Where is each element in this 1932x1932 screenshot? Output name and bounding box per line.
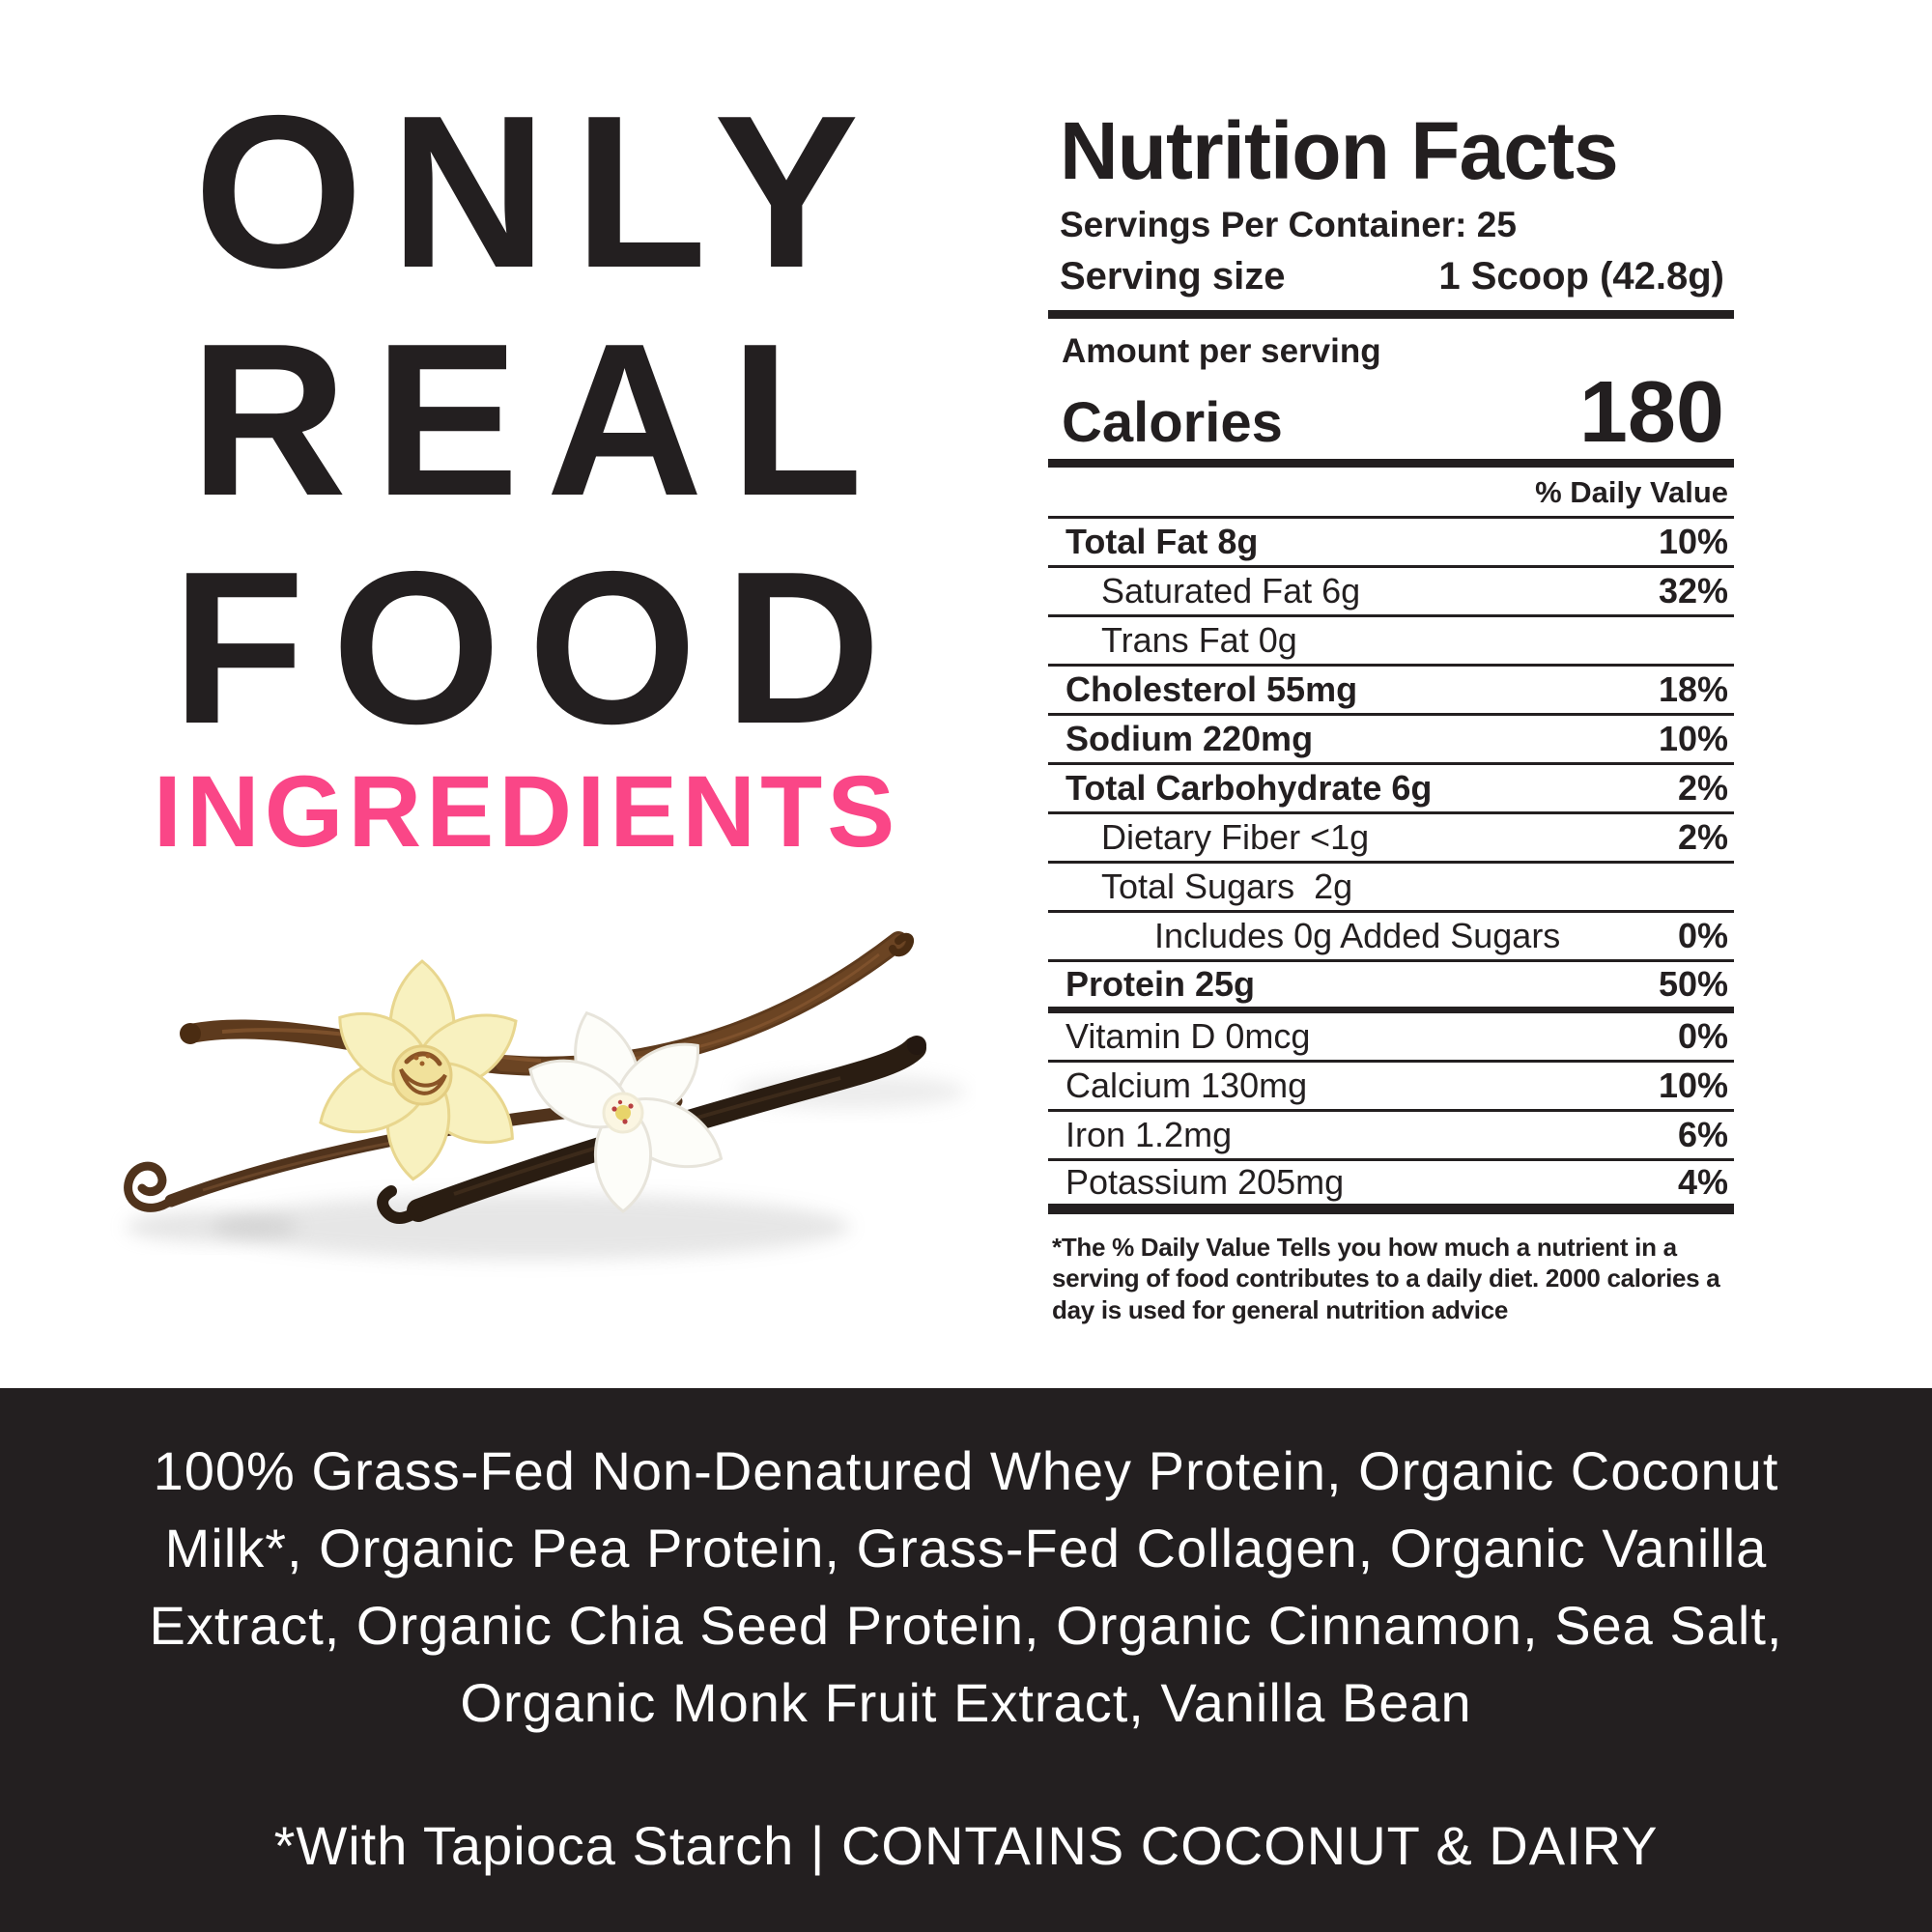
nutrient-label: Cholesterol 55mg	[1065, 668, 1358, 709]
nutrient-row-sodium: Sodium 220mg 10%	[1048, 716, 1734, 765]
nutrient-daily-value: 0%	[1677, 915, 1728, 955]
headline-line-food: FOOD	[172, 526, 908, 769]
headline-line-only: ONLY	[193, 70, 887, 313]
nutrient-daily-value: 10%	[1658, 1065, 1728, 1105]
nutrient-label: Trans Fat 0g	[1101, 619, 1297, 660]
nutrient-row-saturated-fat: Saturated Fat 6g 32%	[1048, 568, 1734, 617]
headline-ingredients: INGREDIENTS	[153, 755, 900, 868]
nutrient-row-protein: Protein 25g 50%	[1048, 962, 1734, 1013]
nutrient-row-iron: Iron 1.2mg 6%	[1048, 1112, 1734, 1161]
nutrient-row-potassium: Potassium 205mg 4%	[1048, 1161, 1734, 1214]
ingredients-line: Organic Monk Fruit Extract, Vanilla Bean	[460, 1672, 1472, 1733]
allergen-statement: *With Tapioca Starch | CONTAINS COCONUT …	[273, 1815, 1659, 1876]
shadow	[126, 1211, 299, 1242]
nutrient-row-total-fat: Total Fat 8g 10%	[1048, 519, 1734, 568]
nutrient-daily-value: 32%	[1658, 570, 1728, 611]
daily-value-footnote: *The % Daily Value Tells you how much a …	[1052, 1232, 1720, 1324]
nutrient-row-dietary-fiber: Dietary Fiber <1g 2%	[1048, 814, 1734, 864]
nutrient-daily-value: 4%	[1677, 1161, 1728, 1202]
daily-value-header: % Daily Value	[1048, 468, 1734, 519]
headline-line-real: REAL	[189, 298, 891, 541]
thick-rule	[1048, 458, 1734, 468]
nutrient-label: Total Carbohydrate 6g	[1065, 767, 1433, 808]
nutrient-row-cholesterol: Cholesterol 55mg 18%	[1048, 667, 1734, 716]
vanilla-beans-flowers-image	[124, 931, 966, 1260]
nutrient-label: Saturated Fat 6g	[1101, 570, 1361, 611]
nutrient-row-added-sugars: Includes 0g Added Sugars 0%	[1048, 913, 1734, 962]
white-orchid-flower	[528, 1010, 724, 1213]
nutrition-facts-title: Nutrition Facts	[1060, 105, 1619, 196]
nutrient-daily-value: 2%	[1677, 816, 1728, 857]
ingredients-line: 100% Grass-Fed Non-Denatured Whey Protei…	[153, 1440, 1779, 1501]
serving-size-value: 1 Scoop (42.8g)	[1438, 255, 1724, 298]
serving-size-row: Serving size 1 Scoop (42.8g)	[1048, 255, 1734, 298]
nutrient-label: Sodium 220mg	[1065, 718, 1314, 758]
ingredients-line: Extract, Organic Chia Seed Protein, Orga…	[149, 1595, 1783, 1656]
shadow	[213, 1194, 850, 1260]
yellow-orchid-flower	[319, 959, 518, 1181]
nutrient-daily-value: 6%	[1677, 1114, 1728, 1154]
nutrient-row-calcium: Calcium 130mg 10%	[1048, 1063, 1734, 1112]
ingredients-line: Milk*, Organic Pea Protein, Grass-Fed Co…	[164, 1518, 1768, 1578]
nutrient-daily-value: 10%	[1658, 718, 1728, 758]
nutrient-row-trans-fat: Trans Fat 0g	[1048, 617, 1734, 667]
brand-headline: ONLY REAL FOOD INGREDIENTS	[0, 77, 1053, 873]
serving-size-label: Serving size	[1060, 255, 1286, 298]
nutrient-daily-value: 18%	[1658, 668, 1728, 709]
nutrient-label: Iron 1.2mg	[1065, 1114, 1233, 1154]
nutrition-facts-panel: Nutrition Facts Servings Per Container: …	[1048, 97, 1734, 1325]
calories-label: Calories	[1062, 390, 1283, 454]
nutrient-label: Calcium 130mg	[1065, 1065, 1308, 1105]
nutrient-label: Includes 0g Added Sugars	[1154, 915, 1561, 955]
calories-row: Calories 180	[1048, 364, 1734, 461]
nutrient-row-total-sugars: Total Sugars 2g	[1048, 864, 1734, 913]
nutrient-daily-value: 10%	[1658, 521, 1728, 561]
vanilla-pod-long	[180, 931, 915, 1076]
thick-rule	[1048, 310, 1734, 319]
nutrient-label: Dietary Fiber <1g	[1101, 816, 1370, 857]
nutrient-daily-value: 2%	[1677, 767, 1728, 808]
nutrient-row-vitamin-d: Vitamin D 0mcg 0%	[1048, 1013, 1734, 1063]
ingredients-list: 100% Grass-Fed Non-Denatured Whey Protei…	[0, 1388, 1932, 1742]
nutrient-label: Protein 25g	[1065, 963, 1256, 1004]
nutrient-label: Potassium 205mg	[1065, 1161, 1345, 1202]
nutrient-label: Total Sugars 2g	[1101, 866, 1353, 906]
nutrient-daily-value: 50%	[1658, 963, 1728, 1004]
ingredients-bar: 100% Grass-Fed Non-Denatured Whey Protei…	[0, 1388, 1932, 1932]
amount-per-serving-label: Amount per serving	[1062, 332, 1381, 370]
calories-value: 180	[1578, 364, 1724, 461]
nutrient-label: Total Fat 8g	[1065, 521, 1259, 561]
nutrient-label: Vitamin D 0mcg	[1065, 1015, 1311, 1056]
servings-per-container: Servings Per Container: 25	[1060, 205, 1517, 244]
nutrient-daily-value: 0%	[1677, 1015, 1728, 1056]
nutrient-row-total-carbohydrate: Total Carbohydrate 6g 2%	[1048, 765, 1734, 814]
